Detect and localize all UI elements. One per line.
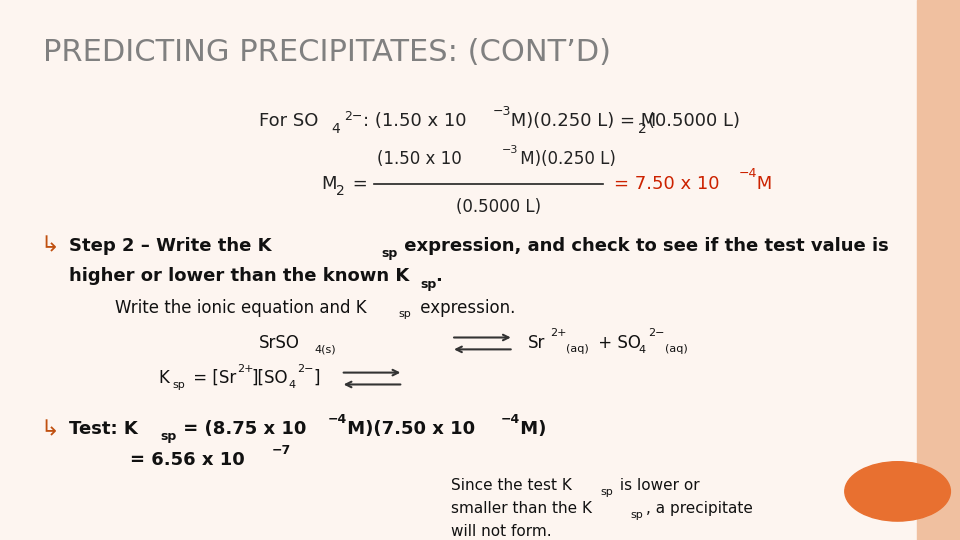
Text: 2−: 2− [648,328,664,338]
Text: + SO: + SO [593,334,641,352]
Text: −7: −7 [272,444,291,457]
Text: sp: sp [173,380,185,390]
Text: sp: sp [600,488,612,497]
Text: , a precipitate: , a precipitate [646,501,753,516]
Text: = (8.75 x 10: = (8.75 x 10 [177,420,306,438]
Text: 2: 2 [638,122,647,136]
Text: −3: −3 [492,105,511,118]
Text: −4: −4 [501,413,520,426]
Text: M)(0.250 L): M)(0.250 L) [515,150,615,168]
Text: Sr: Sr [528,334,545,352]
Text: 2+: 2+ [550,328,566,338]
Text: ↳: ↳ [40,419,59,440]
Text: 4: 4 [288,380,295,390]
Text: =: = [347,174,373,193]
Text: Since the test K: Since the test K [451,478,572,494]
Text: M): M) [514,420,546,438]
Text: −4: −4 [327,413,347,426]
Text: ][SO: ][SO [252,369,288,387]
Text: M: M [751,174,772,193]
Text: 4: 4 [638,345,645,355]
Text: 4: 4 [331,122,340,136]
Text: .: . [435,267,442,286]
Text: (aq): (aq) [665,345,688,354]
Text: ↳: ↳ [40,235,59,256]
Text: (0.5000 L): (0.5000 L) [648,112,740,131]
Text: = [Sr: = [Sr [188,369,236,387]
Text: M)(0.250 L) = M: M)(0.250 L) = M [505,112,657,131]
Text: 4(s): 4(s) [315,345,337,355]
Text: Step 2 – Write the K: Step 2 – Write the K [69,237,272,255]
Text: expression.: expression. [415,299,516,317]
Text: is lower or: is lower or [615,478,700,494]
Text: 2−: 2− [344,110,362,123]
Text: ]: ] [314,369,321,387]
Text: sp: sp [398,309,411,319]
Text: = 7.50 x 10: = 7.50 x 10 [614,174,720,193]
Text: (1.50 x 10: (1.50 x 10 [377,150,462,168]
Text: −3: −3 [502,145,518,154]
Text: 2: 2 [336,184,345,198]
Text: : (1.50 x 10: : (1.50 x 10 [363,112,467,131]
Text: will not form.: will not form. [451,524,552,539]
Text: M: M [322,174,337,193]
Text: SrSO: SrSO [259,334,300,352]
Text: smaller than the K: smaller than the K [451,501,592,516]
Text: 2+: 2+ [237,364,253,374]
Text: = 6.56 x 10: = 6.56 x 10 [130,451,245,469]
Text: Test: K: Test: K [69,420,138,438]
Text: higher or lower than the known K: higher or lower than the known K [69,267,409,286]
Text: 2−: 2− [298,364,314,374]
Text: M)(7.50 x 10: M)(7.50 x 10 [341,420,475,438]
Text: sp: sp [631,510,643,520]
Text: (0.5000 L): (0.5000 L) [456,198,541,216]
Text: (aq): (aq) [566,345,589,354]
Text: For SO: For SO [259,112,319,131]
Text: Write the ionic equation and K: Write the ionic equation and K [115,299,367,317]
Text: sp: sp [160,430,177,443]
Text: sp: sp [420,278,437,291]
Text: PREDICTING PRECIPITATES: (CONT’D): PREDICTING PRECIPITATES: (CONT’D) [43,38,612,67]
Text: expression, and check to see if the test value is: expression, and check to see if the test… [398,237,889,255]
Text: −4: −4 [739,167,757,180]
Text: K: K [158,369,169,387]
Text: sp: sp [381,247,397,260]
